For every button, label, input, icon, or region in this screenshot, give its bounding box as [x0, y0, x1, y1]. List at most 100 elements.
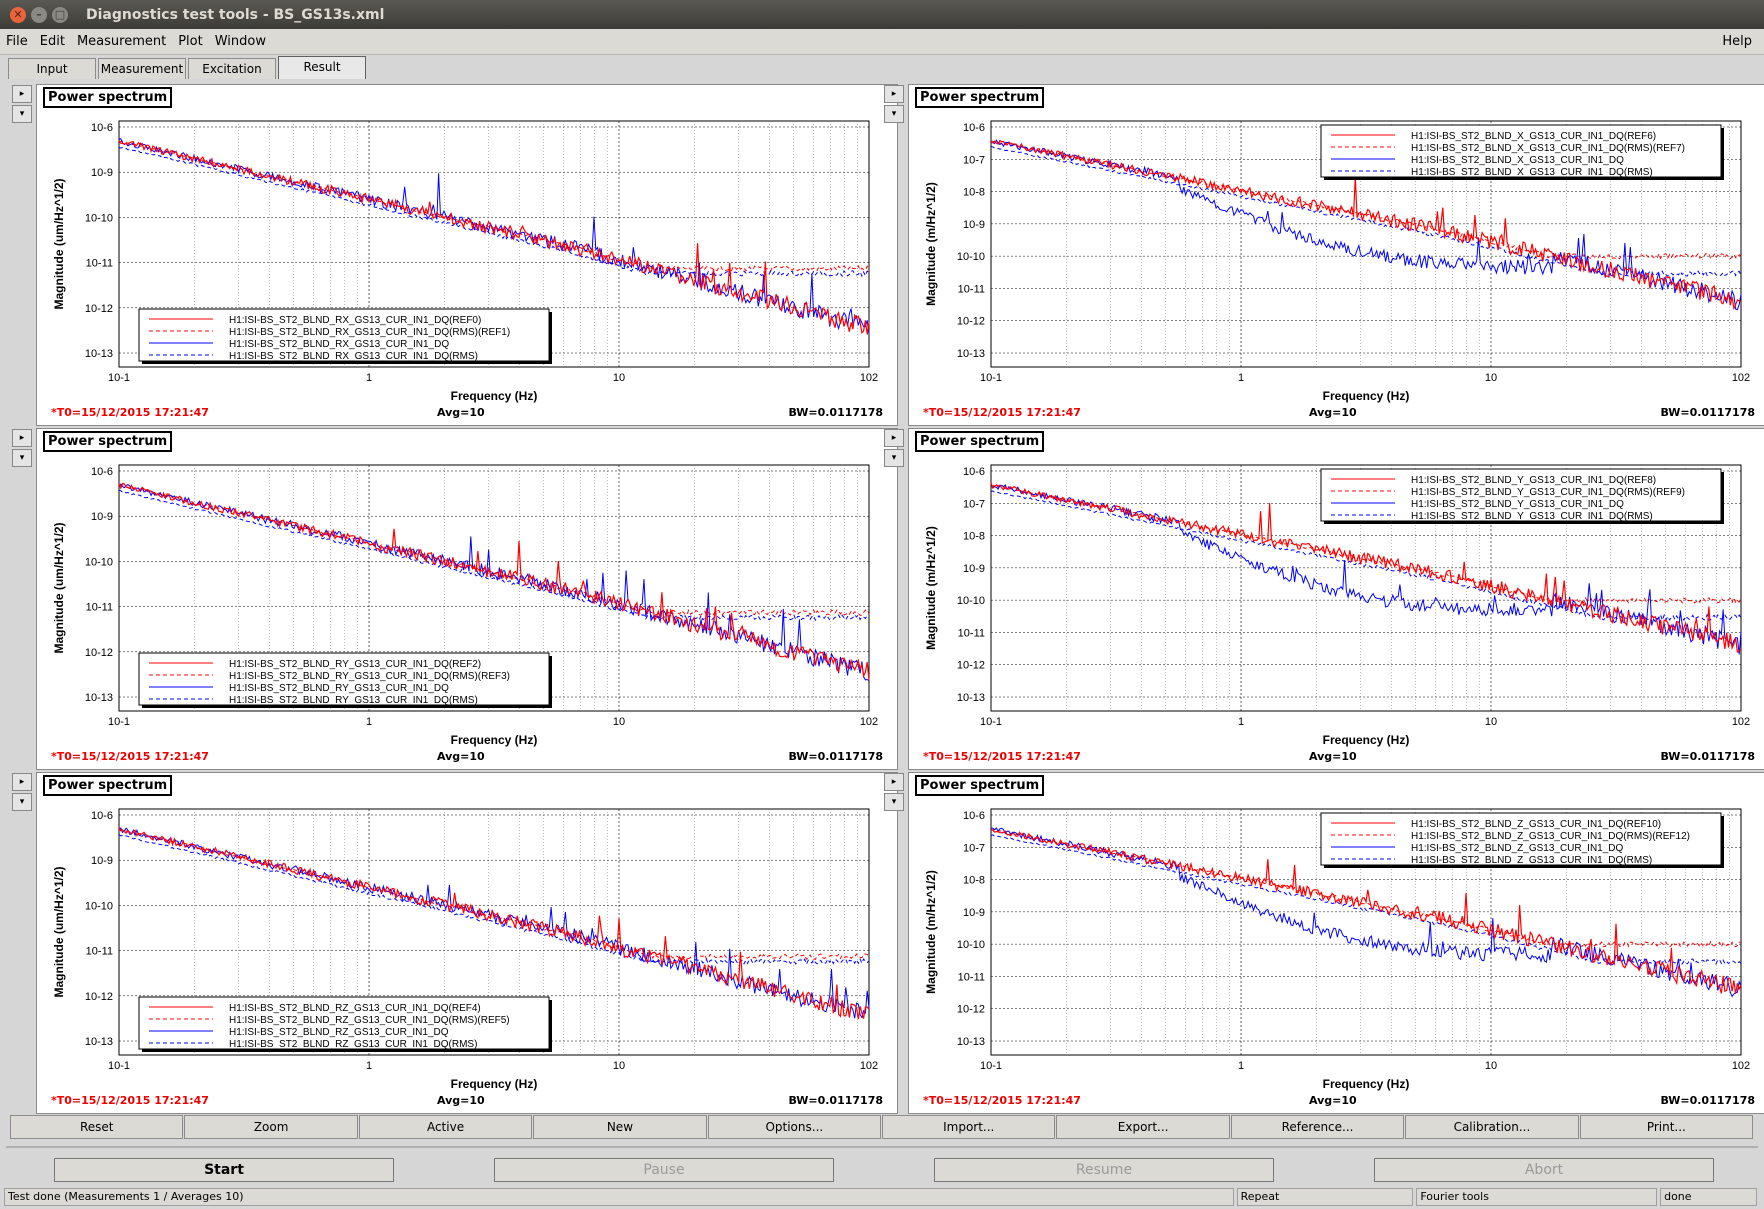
series-live-rms	[118, 489, 870, 622]
y-tick-label: 10-11	[86, 602, 113, 614]
menu-plot[interactable]: Plot	[178, 34, 203, 49]
y-tick-label: 10-6	[963, 810, 985, 822]
panel-expand-button[interactable]: ▸	[884, 429, 904, 447]
panel-collapse-button[interactable]: ▾	[12, 793, 32, 811]
spectrum-plot[interactable]: 10-1 1 10 10210-610-910-1010-1110-1210-13H1…	[37, 773, 897, 1113]
panel-title: Power spectrum	[915, 87, 1045, 108]
y-axis-label: Magnitude (um/Hz^1/2)	[52, 866, 66, 997]
x-tick-label: 10-1	[980, 1060, 1002, 1072]
y-tick-label: 10-11	[958, 283, 985, 295]
y-tick-label: 10-6	[963, 466, 985, 478]
legend-entry: H1:ISI-BS_ST2_BLND_X_GS13_CUR_IN1_DQ	[1411, 155, 1624, 166]
menu-window[interactable]: Window	[214, 34, 266, 49]
zoom-button[interactable]: Zoom	[184, 1115, 358, 1139]
x-axis-label: Frequency (Hz)	[1323, 389, 1410, 403]
status-repeat: Repeat	[1236, 1188, 1414, 1206]
panel-collapse-button[interactable]: ▾	[12, 449, 32, 467]
active-button[interactable]: Active	[358, 1115, 533, 1139]
y-tick-label: 10-8	[963, 875, 985, 887]
menu-help[interactable]: Help	[1722, 34, 1752, 49]
panel-side-buttons: ▸ ▾	[884, 429, 904, 469]
export-button[interactable]: Export...	[1056, 1115, 1230, 1139]
power-spectrum-panel[interactable]: ▸ ▾ 10-1 1 10 102 10-6 10-9 10-10 10-11 10-12 10-13…	[12, 428, 898, 770]
x-tick-label: 10	[613, 372, 625, 384]
x-tick-label: 1	[1238, 372, 1244, 384]
tab-input[interactable]: Input	[8, 58, 96, 79]
spectrum-plot[interactable]: 10-1 1 10 10210-610-910-1010-1110-1210-13H1…	[37, 85, 897, 425]
panel-collapse-button[interactable]: ▾	[884, 449, 904, 467]
close-window-icon[interactable]: ✕	[10, 6, 26, 23]
x-axis-label: Frequency (Hz)	[1323, 733, 1410, 747]
power-spectrum-panel[interactable]: ▸ ▾ 10-1 1 10 102 10-6 10-7 10-8 10-9 10-10 10-11 10…	[884, 84, 1764, 426]
power-spectrum-panel[interactable]: ▸ ▾ 10-1 1 10 102 10-6 10-7 10-8 10-9 10-10 10-11 10…	[884, 428, 1764, 770]
new-button[interactable]: New	[533, 1115, 707, 1139]
series-live-rms	[990, 490, 1742, 622]
y-axis-label: Magnitude (m/Hz^1/2)	[924, 870, 938, 994]
time-origin-label: *T0=15/12/2015 17:21:47	[923, 1094, 1081, 1107]
panel-expand-button[interactable]: ▸	[12, 773, 32, 791]
x-tick-label: 1	[366, 1060, 372, 1072]
spectrum-plot[interactable]: 10-1 1 10 10210-610-710-810-910-1010-1110-1…	[909, 773, 1764, 1113]
x-axis-label: Frequency (Hz)	[451, 1077, 538, 1091]
legend-entry: H1:ISI-BS_ST2_BLND_RY_GS13_CUR_IN1_DQ	[229, 683, 449, 694]
legend-box	[138, 996, 550, 1050]
x-tick-label: 10	[1485, 1060, 1497, 1072]
y-tick-label: 10-8	[963, 187, 985, 199]
series-ref	[990, 828, 1742, 994]
bandwidth-label: BW=0.0117178	[788, 1094, 883, 1107]
y-tick-label: 10-10	[85, 556, 113, 568]
tab-result[interactable]: Result	[278, 56, 366, 79]
minimize-window-icon[interactable]: –	[31, 6, 47, 23]
abort-button[interactable]: Abort	[1374, 1158, 1714, 1182]
y-tick-label: 10-13	[957, 1036, 985, 1048]
panel-expand-button[interactable]: ▸	[12, 429, 32, 447]
status-fourier: Fourier tools	[1416, 1188, 1658, 1206]
panel-collapse-button[interactable]: ▾	[884, 105, 904, 123]
options-button[interactable]: Options...	[707, 1115, 882, 1139]
x-tick-label: 10-1	[980, 716, 1002, 728]
spectrum-plot[interactable]: 10-1 1 10 10210-610-710-810-910-1010-1110-1…	[909, 85, 1764, 425]
print-button[interactable]: Print...	[1579, 1115, 1754, 1139]
pause-button[interactable]: Pause	[494, 1158, 834, 1182]
panel-expand-button[interactable]: ▸	[12, 85, 32, 103]
window-title: Diagnostics test tools - BS_GS13s.xml	[86, 6, 385, 23]
y-axis-label: Magnitude (um/Hz^1/2)	[52, 522, 66, 653]
legend-entry: H1:ISI-BS_ST2_BLND_Y_GS13_CUR_IN1_DQ(RMS…	[1411, 511, 1653, 522]
maximize-window-icon[interactable]: □	[52, 6, 68, 23]
panel-side-buttons: ▸ ▾	[884, 85, 904, 125]
y-tick-label: 10-7	[963, 498, 985, 510]
averages-label: Avg=10	[1309, 1094, 1357, 1107]
power-spectrum-panel[interactable]: ▸ ▾ 10-1 1 10 102 10-6 10-9 10-10 10-11 10-12 10-13…	[12, 772, 898, 1114]
reference-button[interactable]: Reference...	[1230, 1115, 1405, 1139]
tab-excitation[interactable]: Excitation	[188, 58, 276, 79]
menu-file[interactable]: File	[6, 34, 28, 49]
calibration-button[interactable]: Calibration...	[1405, 1115, 1579, 1139]
averages-label: Avg=10	[437, 750, 485, 763]
panel-side-buttons: ▸ ▾	[12, 85, 32, 125]
y-tick-label: 10-13	[85, 692, 113, 704]
tab-measurement[interactable]: Measurement	[98, 58, 186, 79]
menu-edit[interactable]: Edit	[39, 34, 65, 49]
panel-expand-button[interactable]: ▸	[884, 773, 904, 791]
reset-button[interactable]: Reset	[10, 1115, 184, 1139]
import-button[interactable]: Import...	[882, 1115, 1056, 1139]
series-ref	[118, 827, 870, 1020]
start-button[interactable]: Start	[54, 1158, 394, 1182]
spectrum-plot[interactable]: 10-1 1 10 10210-610-910-1010-1110-1210-13H1…	[37, 429, 897, 769]
resume-button[interactable]: Resume	[934, 1158, 1274, 1182]
panel-collapse-button[interactable]: ▾	[884, 793, 904, 811]
menu-measurement[interactable]: Measurement	[76, 34, 167, 49]
status-state: done	[1660, 1188, 1757, 1206]
spectrum-plot[interactable]: 10-1 1 10 10210-610-710-810-910-1010-1110-1…	[909, 429, 1764, 769]
x-axis-label: Frequency (Hz)	[451, 733, 538, 747]
power-spectrum-panel[interactable]: ▸ ▾ 10-1 1 10 102 10-6 10-9 10-10 10-11 10-12 10-13…	[12, 84, 898, 426]
legend-entry: H1:ISI-BS_ST2_BLND_RZ_GS13_CUR_IN1_DQ(RE…	[229, 1003, 481, 1014]
x-tick-label: 1	[366, 372, 372, 384]
y-tick-label: 10-9	[91, 511, 113, 523]
panel-expand-button[interactable]: ▸	[884, 85, 904, 103]
panel-collapse-button[interactable]: ▾	[12, 105, 32, 123]
power-spectrum-panel[interactable]: ▸ ▾ 10-1 1 10 102 10-6 10-7 10-8 10-9 10-10 10-11 10…	[884, 772, 1764, 1114]
y-tick-label: 10-10	[85, 900, 113, 912]
x-tick-label: 10	[613, 716, 625, 728]
legend-entry: H1:ISI-BS_ST2_BLND_Y_GS13_CUR_IN1_DQ(REF…	[1411, 475, 1656, 486]
